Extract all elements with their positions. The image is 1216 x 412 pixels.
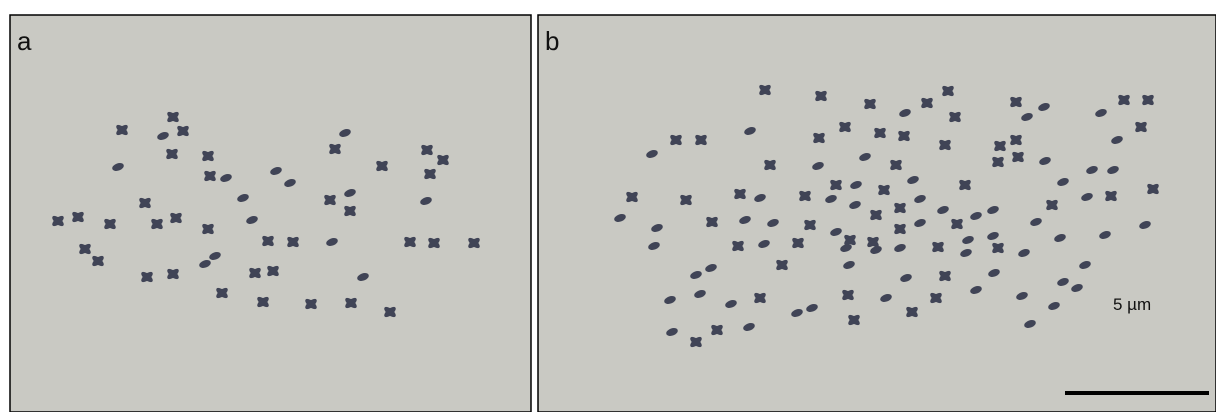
panel-label: a xyxy=(17,26,32,56)
panel-label: b xyxy=(545,26,559,56)
panel-a: a xyxy=(9,14,532,412)
scale-bar-label: 5 µm xyxy=(1113,295,1151,314)
panel-a-background xyxy=(9,14,532,412)
panel-b: b xyxy=(537,14,1216,412)
